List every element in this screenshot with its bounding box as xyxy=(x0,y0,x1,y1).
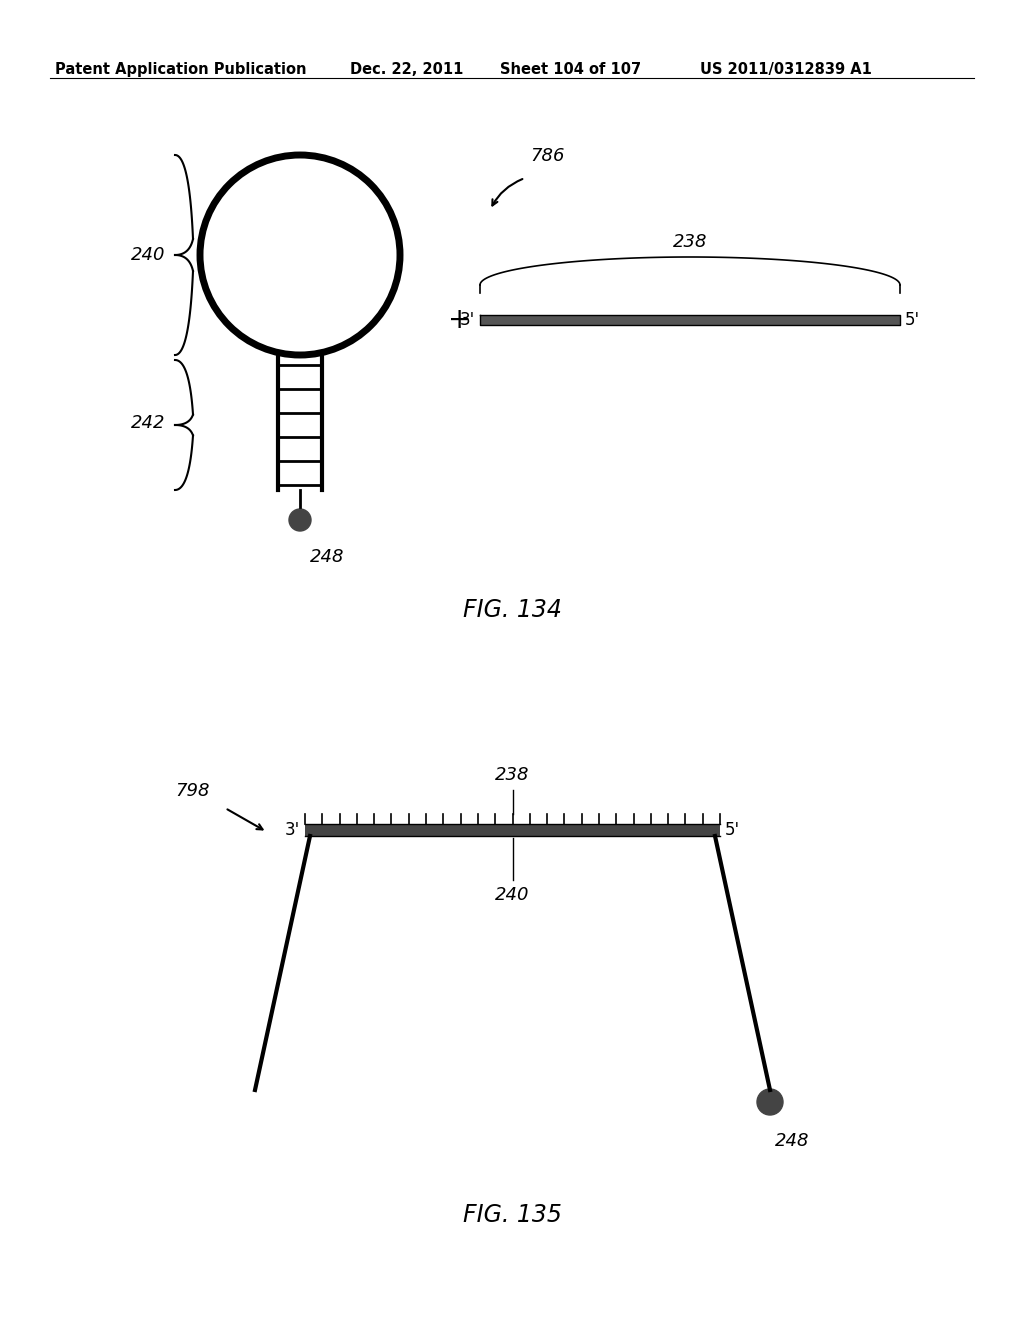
Circle shape xyxy=(289,510,311,531)
Text: 248: 248 xyxy=(310,548,344,566)
Text: 240: 240 xyxy=(130,246,165,264)
Text: 786: 786 xyxy=(530,147,564,165)
Bar xyxy=(480,315,900,325)
Text: 3': 3' xyxy=(460,312,475,329)
Text: 5': 5' xyxy=(905,312,921,329)
Circle shape xyxy=(757,1089,783,1115)
Text: FIG. 135: FIG. 135 xyxy=(463,1203,561,1228)
Text: Patent Application Publication: Patent Application Publication xyxy=(55,62,306,77)
Text: 798: 798 xyxy=(175,781,210,800)
Text: 3': 3' xyxy=(285,821,300,840)
Text: 238: 238 xyxy=(496,766,529,784)
Text: +: + xyxy=(449,306,472,334)
Text: Sheet 104 of 107: Sheet 104 of 107 xyxy=(500,62,641,77)
Text: 240: 240 xyxy=(496,886,529,904)
Text: FIG. 134: FIG. 134 xyxy=(463,598,561,622)
Text: 5': 5' xyxy=(725,821,740,840)
Text: 248: 248 xyxy=(775,1133,810,1150)
Text: 242: 242 xyxy=(130,413,165,432)
Text: US 2011/0312839 A1: US 2011/0312839 A1 xyxy=(700,62,871,77)
Text: Dec. 22, 2011: Dec. 22, 2011 xyxy=(350,62,464,77)
Text: 238: 238 xyxy=(673,234,708,251)
Bar xyxy=(305,824,720,836)
